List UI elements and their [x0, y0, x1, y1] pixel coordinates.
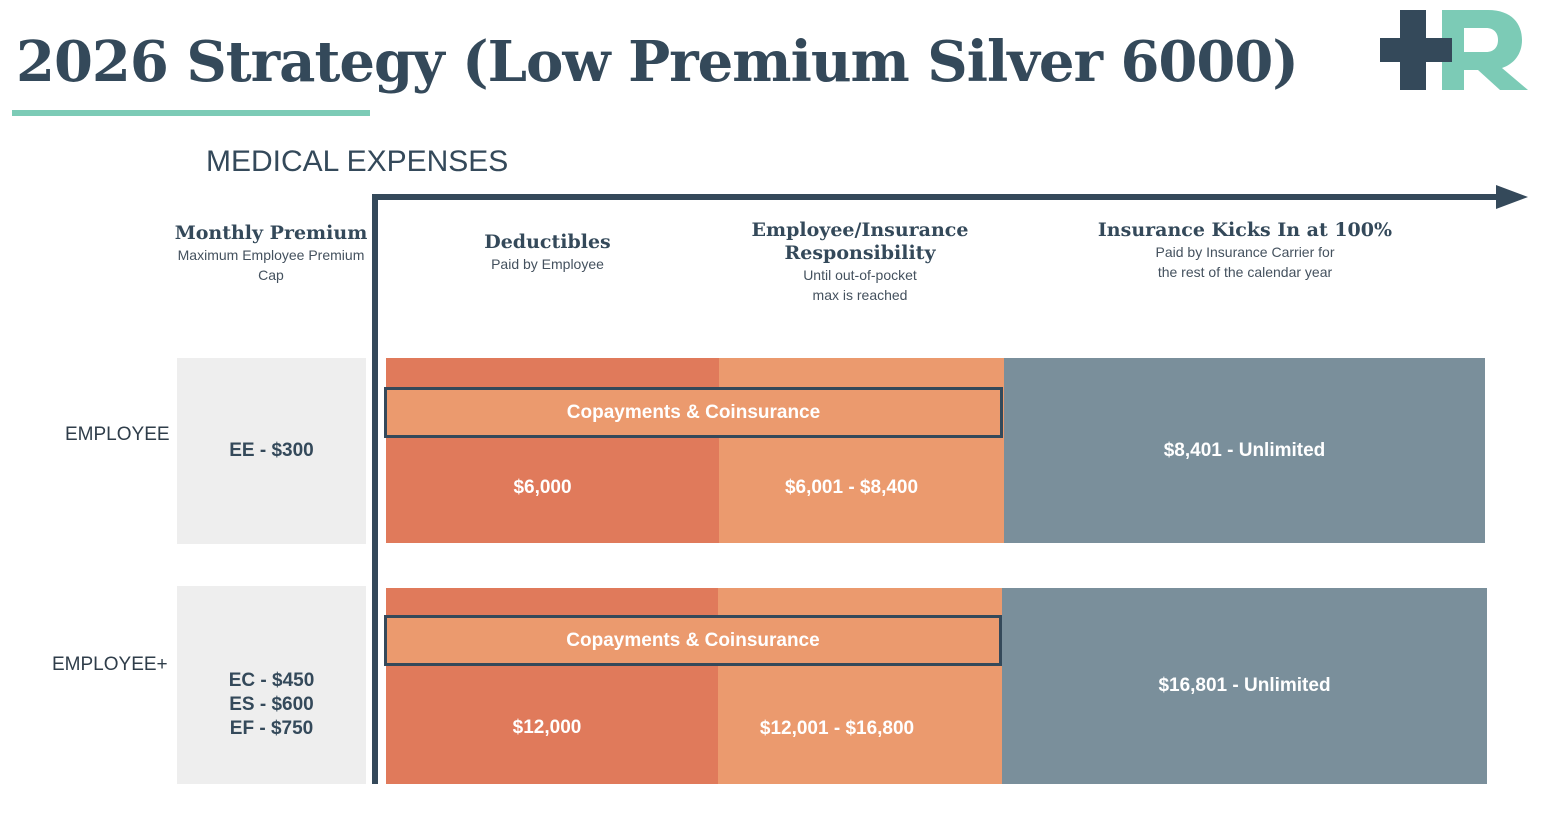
deductibles-heading: Deductibles	[484, 231, 611, 253]
insurance-block-employee: $8,401 - Unlimited	[1004, 358, 1485, 543]
insurance-subtitle-line1: Paid by Insurance Carrier for	[1155, 244, 1335, 260]
deductible-amount-employee: $6,000	[513, 477, 572, 498]
insurance-range-employee-plus: $16,801 - Unlimited	[1158, 675, 1331, 696]
premium-box-employee-plus: EC - $450 ES - $600 EF - $750	[177, 586, 366, 784]
copay-label: Copayments & Coinsurance	[566, 629, 820, 651]
responsibility-block-employee	[719, 358, 1004, 543]
column-header-responsibility: Employee/Insurance Responsibility Until …	[730, 219, 990, 305]
insurance-range-employee: $8,401 - Unlimited	[1163, 439, 1326, 461]
row-label-employee-plus: EMPLOYEE+	[52, 654, 168, 675]
copay-bar-employee-plus: Copayments & Coinsurance	[384, 615, 1002, 666]
title-underline	[12, 110, 370, 116]
premium-value: EC - $450	[228, 670, 315, 691]
copay-label: Copayments & Coinsurance	[566, 401, 821, 423]
plus-r-logo	[1380, 10, 1528, 90]
premium-value: EE - $300	[229, 440, 314, 461]
premium-value: EF - $750	[229, 718, 314, 739]
arrow-head-icon	[1496, 185, 1528, 209]
logo-r-shape	[1442, 10, 1528, 90]
column-header-deductibles: Deductibles Paid by Employee	[440, 231, 655, 274]
responsibility-range-employee: $6,001 - $8,400	[784, 477, 919, 498]
timeline-arrow	[372, 185, 1528, 209]
page-title: 2026 Strategy (Low Premium Silver 6000)	[16, 29, 1299, 95]
logo-plus-horizontal	[1380, 38, 1452, 62]
deductible-block-employee	[386, 358, 719, 543]
row-label-employee: EMPLOYEE	[65, 424, 170, 445]
premium-subtitle: Maximum Employee Premium Cap	[177, 247, 365, 283]
insurance-block-employee-plus: $16,801 - Unlimited	[1002, 588, 1487, 784]
premium-value: ES - $600	[229, 694, 314, 715]
responsibility-heading-line1: Employee/Insurance	[751, 219, 969, 241]
column-header-insurance: Insurance Kicks In at 100% Paid by Insur…	[1090, 219, 1400, 282]
premium-heading: Monthly Premium	[174, 222, 368, 244]
copay-bar-employee: Copayments & Coinsurance	[384, 387, 1003, 438]
premium-box-employee: EE - $300	[177, 358, 366, 544]
insurance-heading: Insurance Kicks In at 100%	[1097, 219, 1393, 241]
responsibility-subtitle-line1: Until out-of-pocket	[803, 267, 917, 283]
column-header-premium: Monthly Premium Maximum Employee Premium…	[166, 222, 376, 285]
deductible-amount-employee-plus: $12,000	[512, 717, 582, 738]
responsibility-range-employee-plus: $12,001 - $16,800	[759, 718, 915, 739]
deductibles-subtitle: Paid by Employee	[491, 256, 604, 272]
responsibility-heading-line2: Responsibility	[784, 242, 936, 264]
insurance-subtitle-line2: the rest of the calendar year	[1157, 264, 1333, 280]
timeline-vertical-axis	[372, 194, 378, 784]
responsibility-subtitle-line2: max is reached	[812, 287, 908, 303]
section-label: MEDICAL EXPENSES	[206, 145, 509, 178]
